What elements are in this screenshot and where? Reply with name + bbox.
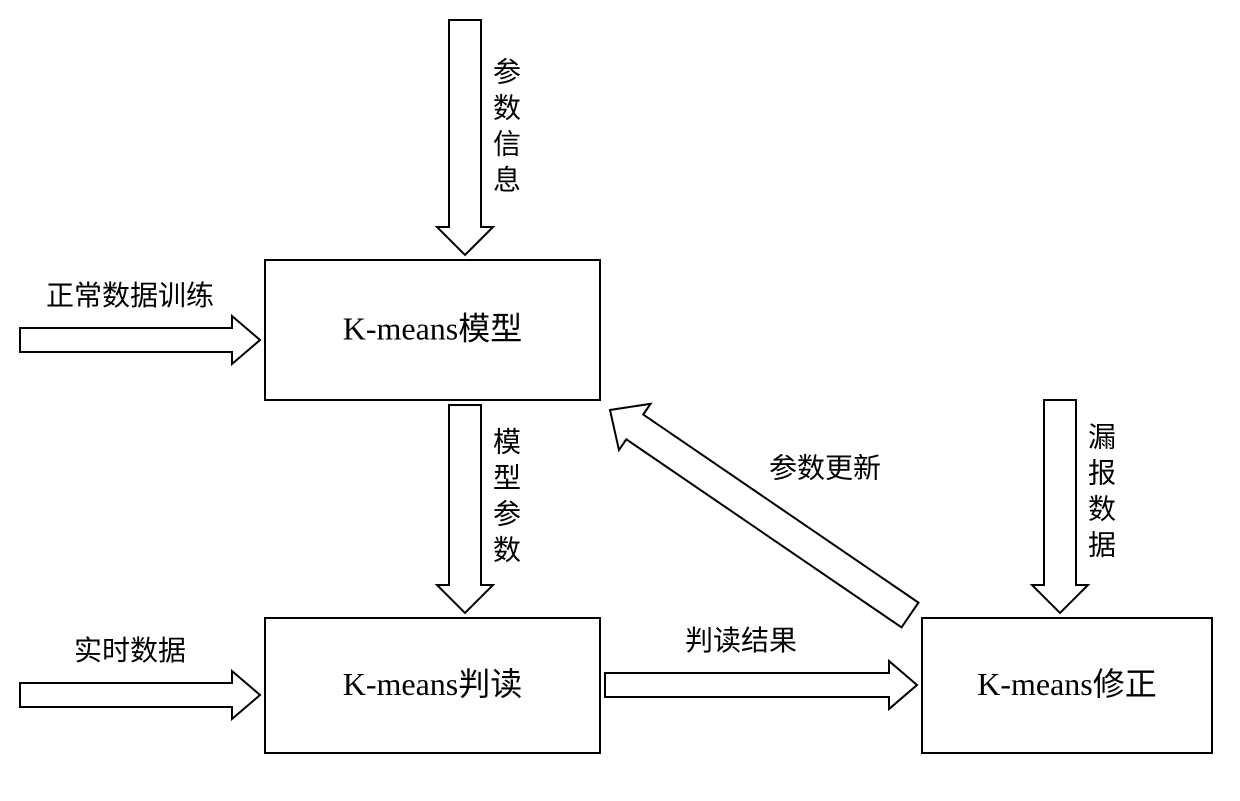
edge-param-update-label: 参数更新 [769,453,881,485]
edge-normal-train [20,316,260,364]
edge-missed-data-label: 报 [1088,457,1116,489]
edge-model-param-label: 型 [493,462,521,494]
node-kmeans-model-label: K-means模型 [343,310,523,346]
edge-param-update [610,404,918,628]
edge-judge-result [605,661,917,709]
edge-model-param-label: 参 [493,498,521,530]
edge-model-param-label: 模 [493,426,521,458]
edge-missed-data-label: 据 [1088,529,1116,561]
edge-missed-data-label: 数 [1088,493,1116,525]
edge-param-info-label: 数 [493,92,521,124]
node-kmeans-correct-label: K-means修正 [977,666,1157,702]
edge-normal-train-label: 正常数据训练 [46,280,214,312]
edge-judge-result-label: 判读结果 [685,625,797,657]
edge-param-info-label: 息 [493,164,521,196]
edge-realtime-data-label: 实时数据 [74,635,186,667]
node-kmeans-judge-label: K-means判读 [343,666,523,702]
edge-realtime-data [20,671,260,719]
edge-param-info [437,20,493,255]
edge-param-info-label: 信 [493,128,521,160]
edge-missed-data [1032,400,1088,613]
edge-missed-data-label: 漏 [1088,422,1116,453]
edge-param-info-label: 参 [493,56,521,88]
edge-model-param [437,405,493,613]
edge-model-param-label: 数 [493,534,521,566]
